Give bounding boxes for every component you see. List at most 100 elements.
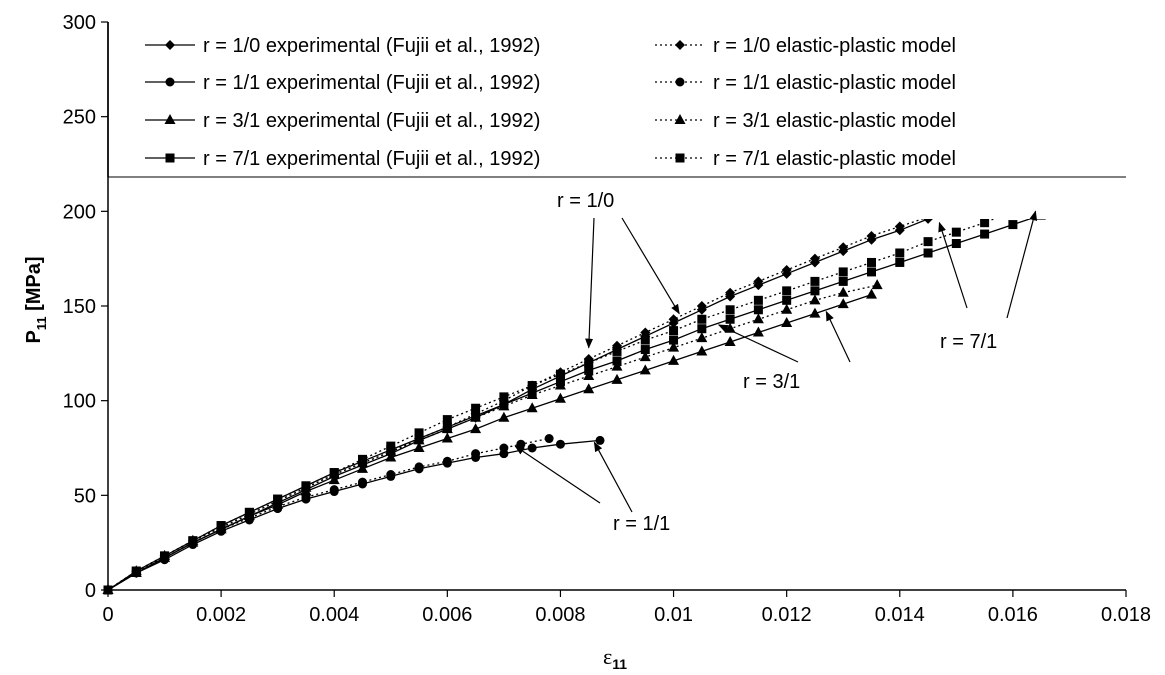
annotation-arrow [825, 310, 851, 363]
data-point [1008, 220, 1018, 230]
x-tick-label: 0.012 [762, 604, 812, 626]
annotation-label: r = 7/1 [940, 331, 997, 353]
data-point [358, 454, 367, 464]
y-tick-label: 50 [74, 485, 96, 507]
series-line [107, 189, 1014, 591]
legend-label: r = 7/1 experimental (Fujii et al., 1992… [203, 148, 540, 170]
data-point [782, 286, 792, 296]
data-point [923, 237, 933, 247]
data-point [471, 411, 481, 421]
annotation-label: r = 1/1 [613, 513, 670, 535]
legend-label: r = 1/0 experimental (Fujii et al., 1992… [203, 35, 540, 57]
annotation: r = 7/1 [938, 210, 1038, 353]
annotation: r = 1/1 [514, 441, 670, 535]
data-point [414, 462, 424, 472]
data-point [386, 470, 396, 480]
data-point [837, 298, 849, 309]
legend-item: r = 7/1 experimental (Fujii et al., 1992… [145, 148, 540, 170]
data-point [866, 230, 877, 241]
x-tick-label: 0.01 [654, 604, 693, 626]
x-tick-label: 0.002 [196, 604, 246, 626]
y-tick-label: 200 [63, 201, 96, 223]
data-point [752, 326, 764, 337]
data-point [866, 288, 877, 299]
data-point [895, 248, 905, 258]
data-point [611, 360, 623, 371]
series-line [107, 293, 872, 591]
data-point [527, 381, 537, 391]
data-point [809, 307, 821, 318]
data-point [753, 305, 763, 315]
data-point [526, 402, 538, 413]
x-tick-label: 0.016 [988, 604, 1038, 626]
legend-label: r = 7/1 elastic-plastic model [713, 148, 956, 170]
data-point [414, 434, 424, 444]
annotations: r = 1/0 r = 1/1 r = 3/1 r = 7/1 [514, 190, 1038, 535]
data-point [413, 442, 425, 452]
data-point [639, 364, 651, 375]
y-tick-label: 100 [63, 391, 96, 413]
data-point [583, 383, 595, 394]
data-point [244, 507, 254, 517]
data-point [160, 551, 170, 561]
data-point [471, 449, 481, 459]
legend-item: r = 1/1 experimental (Fujii et al., 1992… [145, 72, 540, 94]
y-tick-label: 250 [63, 107, 96, 129]
data-point [499, 392, 509, 402]
data-point [725, 314, 735, 324]
data-point [414, 428, 424, 438]
data-point [357, 462, 368, 473]
series-line [107, 193, 1093, 591]
data-point [555, 377, 565, 387]
legend-marker [164, 114, 176, 124]
data-point [555, 369, 565, 379]
data-point [328, 474, 340, 485]
data-point [498, 411, 510, 422]
data-point [838, 276, 848, 286]
data-point [697, 324, 707, 334]
data-point [752, 313, 764, 324]
data-point [612, 346, 622, 356]
data-point [668, 314, 679, 325]
legend-marker [165, 77, 175, 87]
data-point [867, 257, 876, 267]
y-axis-title: P11 [MPa] [23, 256, 49, 343]
data-point [668, 341, 680, 352]
series-1 [103, 185, 1018, 595]
data-point [640, 345, 650, 355]
data-point [301, 481, 311, 491]
data-point [583, 370, 595, 381]
data-point [103, 585, 113, 595]
data-point [980, 218, 990, 228]
data-point [782, 295, 792, 305]
series-line [107, 191, 1048, 591]
y-tick-label: 0 [85, 580, 96, 602]
x-axis-title: ε11 [603, 644, 627, 672]
data-point [697, 314, 707, 324]
data-point [809, 253, 820, 264]
annotation-arrow [621, 217, 680, 315]
data-point [669, 326, 679, 336]
data-point [131, 566, 141, 576]
data-point [951, 239, 961, 249]
data-point [696, 332, 708, 343]
data-point [871, 279, 883, 290]
data-point [951, 227, 961, 237]
data-point [753, 276, 764, 287]
legend-item: r = 7/1 elastic-plastic model [655, 148, 956, 170]
data-point [216, 521, 226, 531]
series-line [107, 437, 550, 591]
data-point [640, 327, 651, 338]
data-point [329, 468, 339, 478]
data-point [584, 358, 594, 368]
axes: 0 0.002 0.004 0.006 0.008 0.01 0.012 0.014 0.016… [63, 12, 1151, 626]
data-point [810, 276, 820, 286]
data-point [895, 257, 905, 267]
annotation-arrow [593, 441, 633, 513]
series-7 [103, 189, 1097, 595]
data-point [358, 477, 367, 487]
x-tick-label: 0.006 [422, 604, 472, 626]
legend-marker [165, 153, 175, 163]
legend-item: r = 1/1 elastic-plastic model [655, 72, 956, 94]
data-point [595, 435, 605, 445]
